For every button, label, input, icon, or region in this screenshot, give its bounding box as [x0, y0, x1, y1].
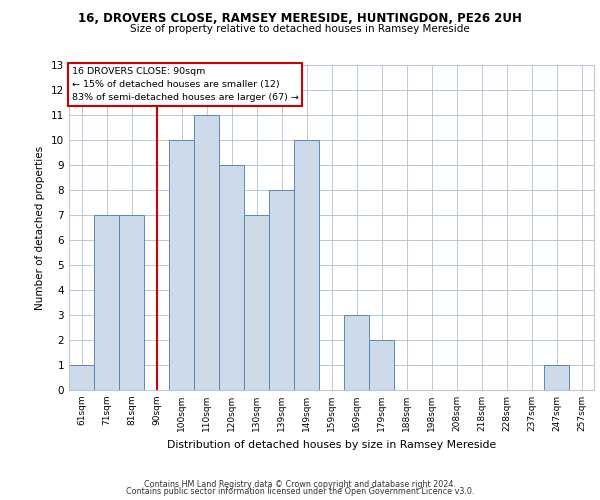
Bar [69, 365, 94, 390]
Bar [344, 315, 369, 390]
Bar [169, 140, 194, 390]
Text: Size of property relative to detached houses in Ramsey Mereside: Size of property relative to detached ho… [130, 24, 470, 34]
Text: Contains public sector information licensed under the Open Government Licence v3: Contains public sector information licen… [126, 488, 474, 496]
Bar [294, 140, 319, 390]
Bar [119, 215, 144, 390]
Text: 16 DROVERS CLOSE: 90sqm
← 15% of detached houses are smaller (12)
83% of semi-de: 16 DROVERS CLOSE: 90sqm ← 15% of detache… [71, 66, 299, 102]
Bar [544, 365, 569, 390]
Bar [369, 340, 394, 390]
Bar [94, 215, 119, 390]
Bar [269, 190, 294, 390]
Text: Contains HM Land Registry data © Crown copyright and database right 2024.: Contains HM Land Registry data © Crown c… [144, 480, 456, 489]
Y-axis label: Number of detached properties: Number of detached properties [35, 146, 46, 310]
Bar [244, 215, 269, 390]
Bar [219, 165, 244, 390]
X-axis label: Distribution of detached houses by size in Ramsey Mereside: Distribution of detached houses by size … [167, 440, 496, 450]
Bar [194, 115, 219, 390]
Text: 16, DROVERS CLOSE, RAMSEY MERESIDE, HUNTINGDON, PE26 2UH: 16, DROVERS CLOSE, RAMSEY MERESIDE, HUNT… [78, 12, 522, 26]
